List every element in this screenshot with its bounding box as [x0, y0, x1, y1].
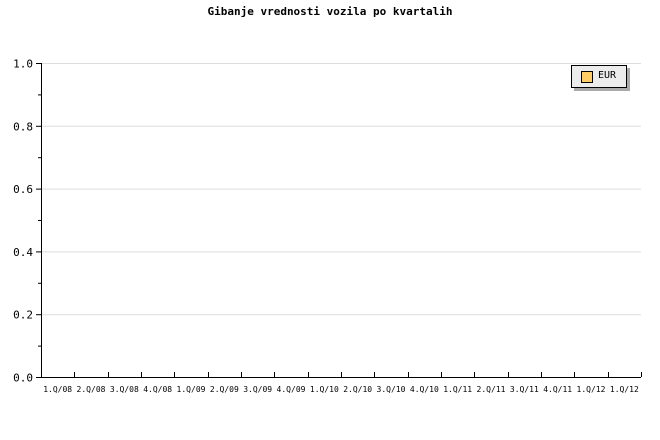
legend-label: EUR — [598, 70, 617, 81]
y-tick-label: 0.4 — [13, 246, 33, 259]
x-tick-label: 4.Q/11 — [543, 385, 572, 394]
y-tick-label: 0.6 — [13, 183, 33, 196]
chart-title: Gibanje vrednosti vozila po kvartalih — [207, 5, 453, 18]
x-tick-label: 4.Q/08 — [143, 385, 172, 394]
x-tick-label: 1.Q/09 — [177, 385, 206, 394]
x-tick-label: 3.Q/08 — [110, 385, 139, 394]
x-tick-label: 1.Q/08 — [43, 385, 72, 394]
x-tick-label: 2.Q/10 — [343, 385, 372, 394]
x-tick-label: 4.Q/09 — [277, 385, 306, 394]
x-tick-label: 1.Q/12 — [610, 385, 639, 394]
legend-swatch — [581, 71, 593, 83]
x-tick-label: 2.Q/11 — [477, 385, 506, 394]
x-tick-label: 1.Q/12 — [577, 385, 606, 394]
x-tick-label: 1.Q/11 — [443, 385, 472, 394]
y-tick-label: 0.0 — [13, 372, 33, 385]
x-tick-label: 2.Q/09 — [210, 385, 239, 394]
x-tick-label: 4.Q/10 — [410, 385, 439, 394]
y-tick-label: 0.8 — [13, 120, 33, 133]
x-tick-label: 1.Q/10 — [310, 385, 339, 394]
y-tick-label: 0.2 — [13, 309, 33, 322]
x-tick-label: 3.Q/09 — [243, 385, 272, 394]
x-tick-label: 2.Q/08 — [77, 385, 106, 394]
x-tick-label: 3.Q/11 — [510, 385, 539, 394]
y-tick-label: 1.0 — [13, 58, 33, 71]
x-tick-label: 3.Q/10 — [377, 385, 406, 394]
legend: EUR — [571, 65, 627, 88]
